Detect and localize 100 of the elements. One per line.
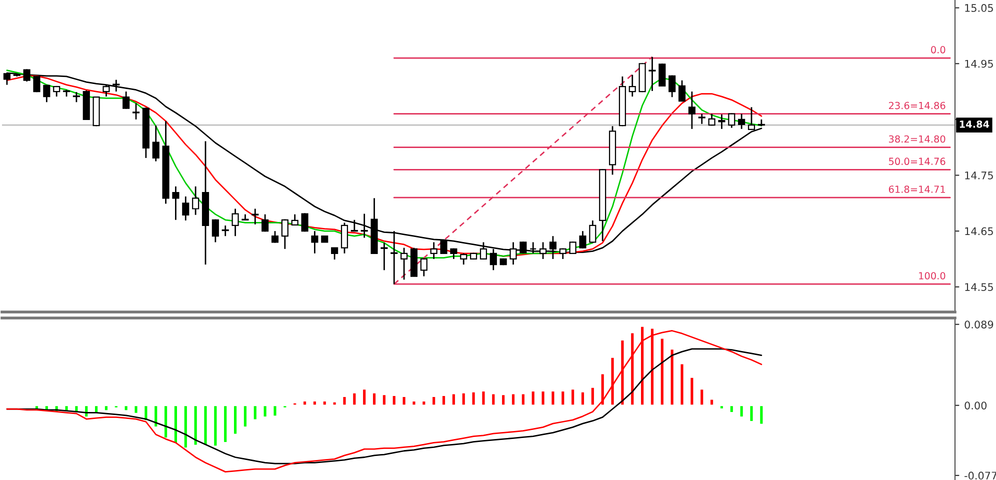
bar [560, 390, 566, 406]
candlestick [112, 79, 120, 92]
bar [510, 392, 516, 406]
bar [659, 337, 665, 406]
candlestick [152, 124, 160, 162]
series-label: 61.8=14.71 [888, 186, 945, 193]
bar [719, 404, 724, 410]
candlestick [232, 208, 239, 237]
candlestick [738, 113, 746, 130]
candlestick [628, 74, 636, 98]
y-tick-label: 14.65 [965, 227, 993, 236]
candlestick [291, 214, 298, 226]
candlestick [192, 186, 200, 216]
candlestick [43, 84, 50, 103]
candlestick [212, 218, 219, 243]
y-tick-label: 0.089 [964, 320, 994, 328]
bar [590, 386, 596, 406]
bar [460, 392, 466, 406]
candlestick [420, 258, 428, 277]
bar [669, 348, 675, 406]
bar [352, 392, 358, 406]
candlestick [301, 212, 308, 232]
bar [441, 394, 446, 406]
candlestick [400, 247, 408, 280]
bar [272, 404, 278, 417]
bar [451, 392, 456, 406]
bar [758, 404, 764, 426]
bar [332, 401, 338, 406]
y-tick-label: 14.55 [965, 283, 993, 291]
bar [480, 390, 486, 406]
bar [540, 390, 546, 406]
candlestick [262, 214, 269, 232]
candlestick [222, 224, 229, 237]
bar [113, 404, 119, 409]
bar [372, 392, 377, 406]
bar [182, 404, 188, 449]
candlestick [460, 252, 468, 266]
bar [163, 404, 168, 439]
series-label: 50.0=14.76 [888, 158, 946, 166]
candlestick [748, 106, 756, 131]
y-tick-label: 0.00 [964, 402, 987, 410]
bar [342, 396, 348, 406]
bar [173, 404, 178, 444]
series-label: 100.0 [919, 272, 946, 280]
bar [262, 404, 268, 418]
bar [520, 392, 526, 406]
bar [362, 388, 368, 406]
candlestick [589, 220, 596, 244]
bar [550, 390, 556, 406]
bar [212, 404, 218, 448]
bar [689, 376, 695, 406]
bar [252, 404, 258, 421]
series-label: 38.2=14.80 [888, 135, 946, 143]
bar [202, 404, 208, 446]
candlestick [678, 80, 686, 102]
y-tick-label: 14.95 [965, 60, 993, 68]
bar [709, 398, 714, 406]
bar [699, 388, 705, 406]
bar [222, 404, 228, 444]
bar [679, 362, 685, 406]
bar [600, 372, 606, 406]
bar [322, 400, 328, 406]
candlestick [122, 90, 130, 110]
candlestick [132, 102, 140, 120]
candlestick [350, 219, 358, 232]
bar [421, 400, 427, 406]
bar [391, 394, 397, 406]
y-tick-label: 15.05 [965, 4, 993, 12]
ref-line-label: 14.84 [960, 120, 990, 128]
bar [153, 404, 159, 428]
candlestick [430, 242, 438, 260]
bar [580, 391, 586, 406]
bar [232, 404, 238, 436]
candlestick [380, 242, 388, 271]
bar [470, 391, 476, 406]
bar [490, 392, 496, 406]
y-tick-label: 14.75 [965, 172, 993, 180]
bar [411, 400, 417, 406]
bar [401, 396, 407, 406]
series-label: 23.6=14.86 [888, 102, 946, 110]
bar [302, 400, 308, 406]
candlestick [698, 113, 706, 125]
candlestick [33, 75, 40, 93]
candlestick [668, 74, 676, 98]
candlestick [648, 56, 656, 92]
bar [242, 404, 248, 428]
bar [292, 402, 298, 406]
candlestick [718, 114, 726, 130]
candlestick [182, 196, 190, 222]
candlestick [102, 84, 110, 98]
bar [738, 404, 744, 418]
candlestick [281, 218, 288, 250]
bar [133, 404, 139, 414]
bar [282, 404, 288, 409]
bar [530, 390, 536, 406]
candlestick [72, 91, 80, 103]
bar [104, 404, 109, 412]
bar [728, 404, 734, 414]
candlestick [311, 230, 318, 254]
bar [123, 404, 129, 412]
